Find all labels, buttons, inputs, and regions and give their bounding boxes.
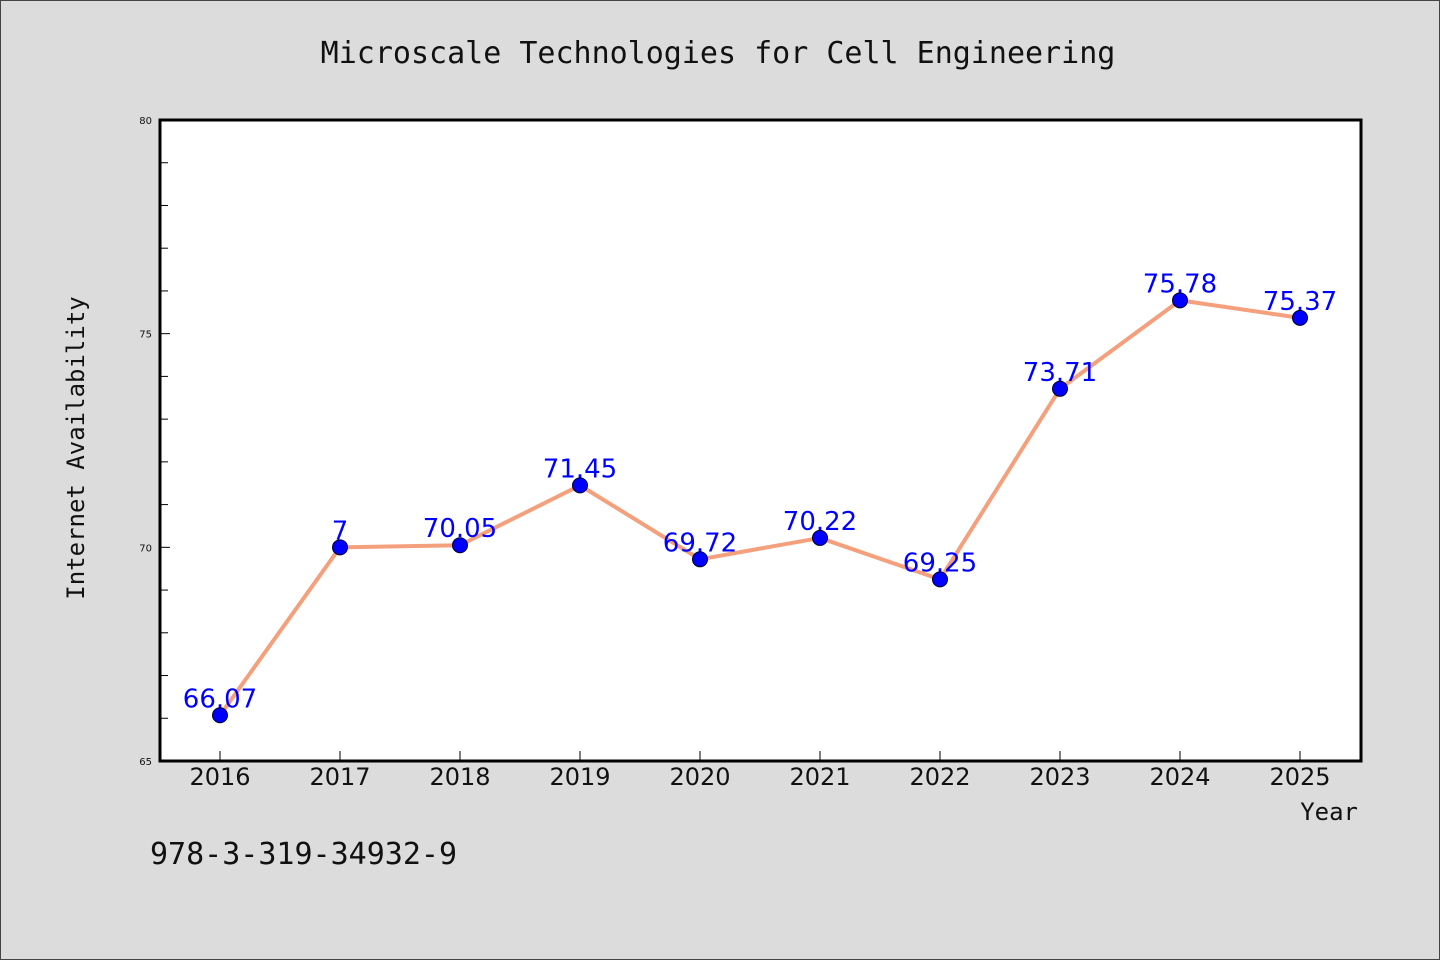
y-tick-label: 80 xyxy=(139,116,152,127)
data-label: 69.72 xyxy=(663,528,737,558)
y-axis-title: Internet Availability xyxy=(62,296,90,599)
data-point xyxy=(692,551,708,568)
x-tick-label: 2018 xyxy=(429,763,490,791)
x-tick-label: 2017 xyxy=(309,763,370,791)
data-point xyxy=(212,707,228,724)
x-axis-title: Year xyxy=(1300,798,1358,826)
data-label: 75.78 xyxy=(1143,269,1217,299)
x-tick-label: 2023 xyxy=(1029,763,1090,791)
plot-area xyxy=(160,120,1361,761)
data-point xyxy=(1292,309,1308,326)
x-tick-label: 2022 xyxy=(909,763,970,791)
data-point xyxy=(332,539,348,556)
x-tick-label: 2016 xyxy=(189,763,250,791)
data-point xyxy=(1052,380,1068,397)
x-tick-label: 2020 xyxy=(669,763,730,791)
x-tick-label: 2021 xyxy=(789,763,850,791)
x-axis-ticks: 2016 2017 2018 2019 2020 2021 2022 2023 2024 2025 xyxy=(189,751,1331,791)
series-line xyxy=(218,298,1302,718)
data-label: 69.25 xyxy=(903,548,977,578)
data-label: 66.07 xyxy=(183,684,257,714)
data-point xyxy=(572,477,588,494)
data-point xyxy=(812,529,828,546)
data-label: 70.05 xyxy=(423,514,497,544)
y-tick-label: 70 xyxy=(139,543,152,554)
data-label: 73.71 xyxy=(1023,358,1097,388)
x-tick-label: 2019 xyxy=(549,763,610,791)
data-point xyxy=(452,537,468,554)
data-label: 71.45 xyxy=(543,454,617,484)
data-label: 70.22 xyxy=(783,507,857,537)
chart-title: Microscale Technologies for Cell Enginee… xyxy=(321,36,1116,71)
y-tick-label: 65 xyxy=(139,757,152,768)
plot-frame xyxy=(158,118,1363,763)
isbn-annotation: 978-3-319-34932-9 xyxy=(150,837,457,872)
x-tick-label: 2025 xyxy=(1269,763,1330,791)
data-label: 7 xyxy=(332,516,349,546)
series-layer: 66.07 7 70.05 71.45 69.72 70.22 69.25 73.71 75.7… xyxy=(183,269,1337,724)
y-tick-label: 75 xyxy=(139,330,152,341)
x-tick-label: 2024 xyxy=(1149,763,1210,791)
data-point xyxy=(932,571,948,588)
data-label: 75.37 xyxy=(1263,287,1337,317)
data-point xyxy=(1172,292,1188,309)
